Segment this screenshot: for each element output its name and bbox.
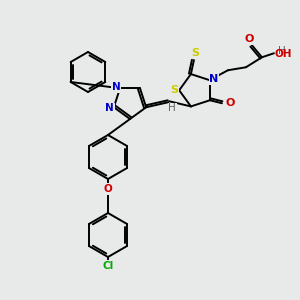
Text: Cl: Cl <box>102 261 114 271</box>
Text: O: O <box>225 98 235 108</box>
Text: N: N <box>112 82 120 92</box>
Text: H: H <box>168 103 176 113</box>
Text: O: O <box>244 34 254 44</box>
Text: N: N <box>106 103 114 113</box>
Text: S: S <box>191 48 199 58</box>
Text: S: S <box>170 85 178 95</box>
Text: OH: OH <box>275 49 292 59</box>
Text: H: H <box>278 46 286 56</box>
Text: O: O <box>103 184 112 194</box>
Text: N: N <box>209 74 218 84</box>
